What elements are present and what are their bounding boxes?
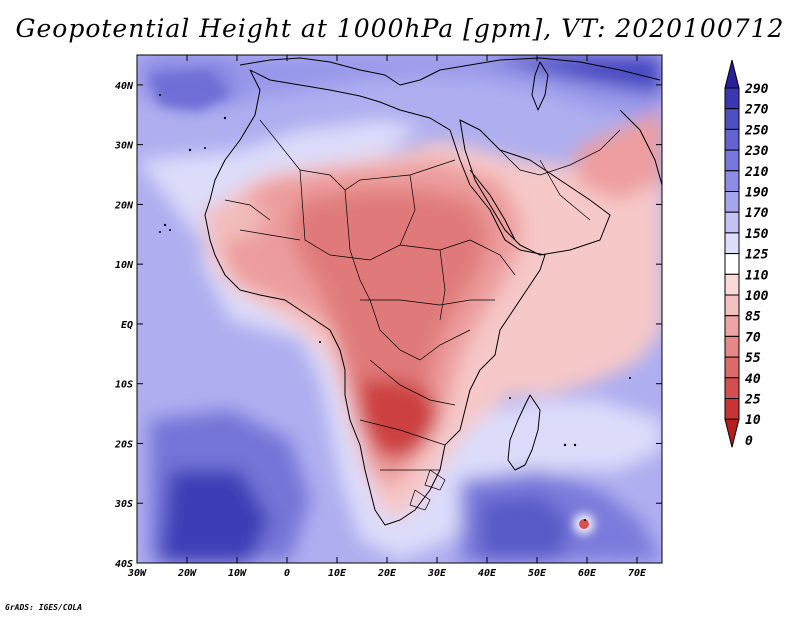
colorbar-top-arrow [724, 59, 740, 89]
colorbar-label: 10 [745, 413, 761, 428]
colorbar-label: 170 [745, 206, 769, 221]
lon-label: 50E [528, 568, 547, 579]
colorbar-swatch [724, 315, 740, 337]
colorbar-label: 110 [745, 268, 769, 283]
africa-coastline [204, 69, 546, 526]
colorbar-label: 250 [744, 123, 769, 138]
lat-label: 20N [114, 200, 134, 211]
coastlines [204, 57, 662, 526]
red-sea-coastline [469, 169, 516, 241]
lat-label: 10S [115, 380, 133, 391]
map-title: Geopotential Height at 1000hPa [gpm], VT… [15, 14, 785, 43]
colorbar-label: 125 [745, 248, 769, 263]
colorbar-label: 0 [745, 434, 753, 449]
colorbar-label: 230 [744, 144, 769, 159]
caspian-coastline [531, 61, 549, 111]
colorbar-swatch [724, 211, 740, 234]
colorbar-swatch [724, 377, 740, 399]
lon-label: 30E [427, 568, 447, 579]
madagascar-coastline [507, 394, 541, 471]
shaded-field [137, 55, 662, 563]
lon-label: 20E [377, 568, 397, 579]
lat-label: 30S [114, 499, 133, 510]
lat-label: 20S [114, 439, 133, 450]
colorbar-swatch [724, 170, 740, 193]
colorbar-swatch [724, 294, 740, 317]
colorbar-swatch [724, 335, 740, 358]
colorbar-bottom-arrow [724, 418, 740, 448]
lat-label: EQ [121, 320, 133, 331]
colorbar-swatch [724, 128, 740, 151]
colorbar-label: 85 [745, 310, 761, 325]
lon-label: 0 [284, 568, 290, 579]
lat-label: 40S [115, 559, 133, 570]
colorbar-swatch [724, 232, 740, 255]
colorbar-label: 150 [745, 227, 769, 242]
colorbar-label: 100 [745, 289, 769, 304]
india-coastline [619, 109, 662, 186]
colorbar-label: 40 [745, 372, 761, 387]
country-borders [224, 119, 621, 511]
lon-label: 70E [628, 568, 647, 579]
colorbar-label: 290 [744, 82, 769, 97]
colorbar-swatch [724, 108, 740, 130]
colorbar-swatch [724, 191, 740, 213]
colorbar-swatch [724, 273, 740, 296]
lat-label: 40N [115, 81, 134, 92]
lon-label: 10W [228, 568, 247, 579]
lon-label: 10E [328, 568, 347, 579]
lat-label: 10N [115, 260, 134, 271]
colorbar-label: 25 [744, 393, 761, 408]
lon-label: 60E [578, 568, 597, 579]
colorbar-swatch [724, 253, 740, 275]
colorbar-swatch [724, 149, 740, 172]
colorbar: 2902702502302101901701501251101008570554… [724, 59, 769, 449]
plot-frame [136, 54, 663, 564]
europe-coastline [239, 57, 661, 86]
lat-label: 30N [114, 141, 134, 152]
islands [159, 94, 631, 521]
colorbar-label: 190 [745, 186, 769, 201]
colorbar-label: 210 [744, 165, 769, 180]
colorbar-swatch [724, 87, 740, 110]
colorbar-label: 55 [745, 351, 761, 366]
lon-label: 40E [478, 568, 497, 579]
credit-label: GrADS: IGES/COLA [5, 603, 83, 612]
colorbar-swatch [724, 356, 740, 379]
colorbar-label: 70 [745, 330, 761, 345]
colorbar-swatch [724, 398, 740, 420]
lon-label: 20W [177, 568, 197, 579]
colorbar-label: 270 [744, 103, 769, 118]
arabia-coastline [459, 119, 611, 256]
lon-label: 30W [127, 568, 147, 579]
